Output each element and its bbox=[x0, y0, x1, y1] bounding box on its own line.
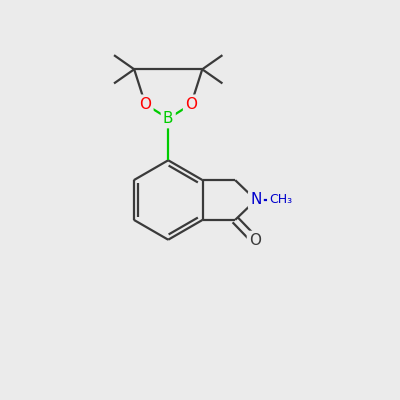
Text: O: O bbox=[249, 233, 261, 248]
Text: N: N bbox=[250, 192, 262, 208]
Text: O: O bbox=[139, 97, 151, 112]
Text: O: O bbox=[185, 97, 197, 112]
Text: B: B bbox=[163, 111, 174, 126]
Text: CH₃: CH₃ bbox=[269, 194, 292, 206]
